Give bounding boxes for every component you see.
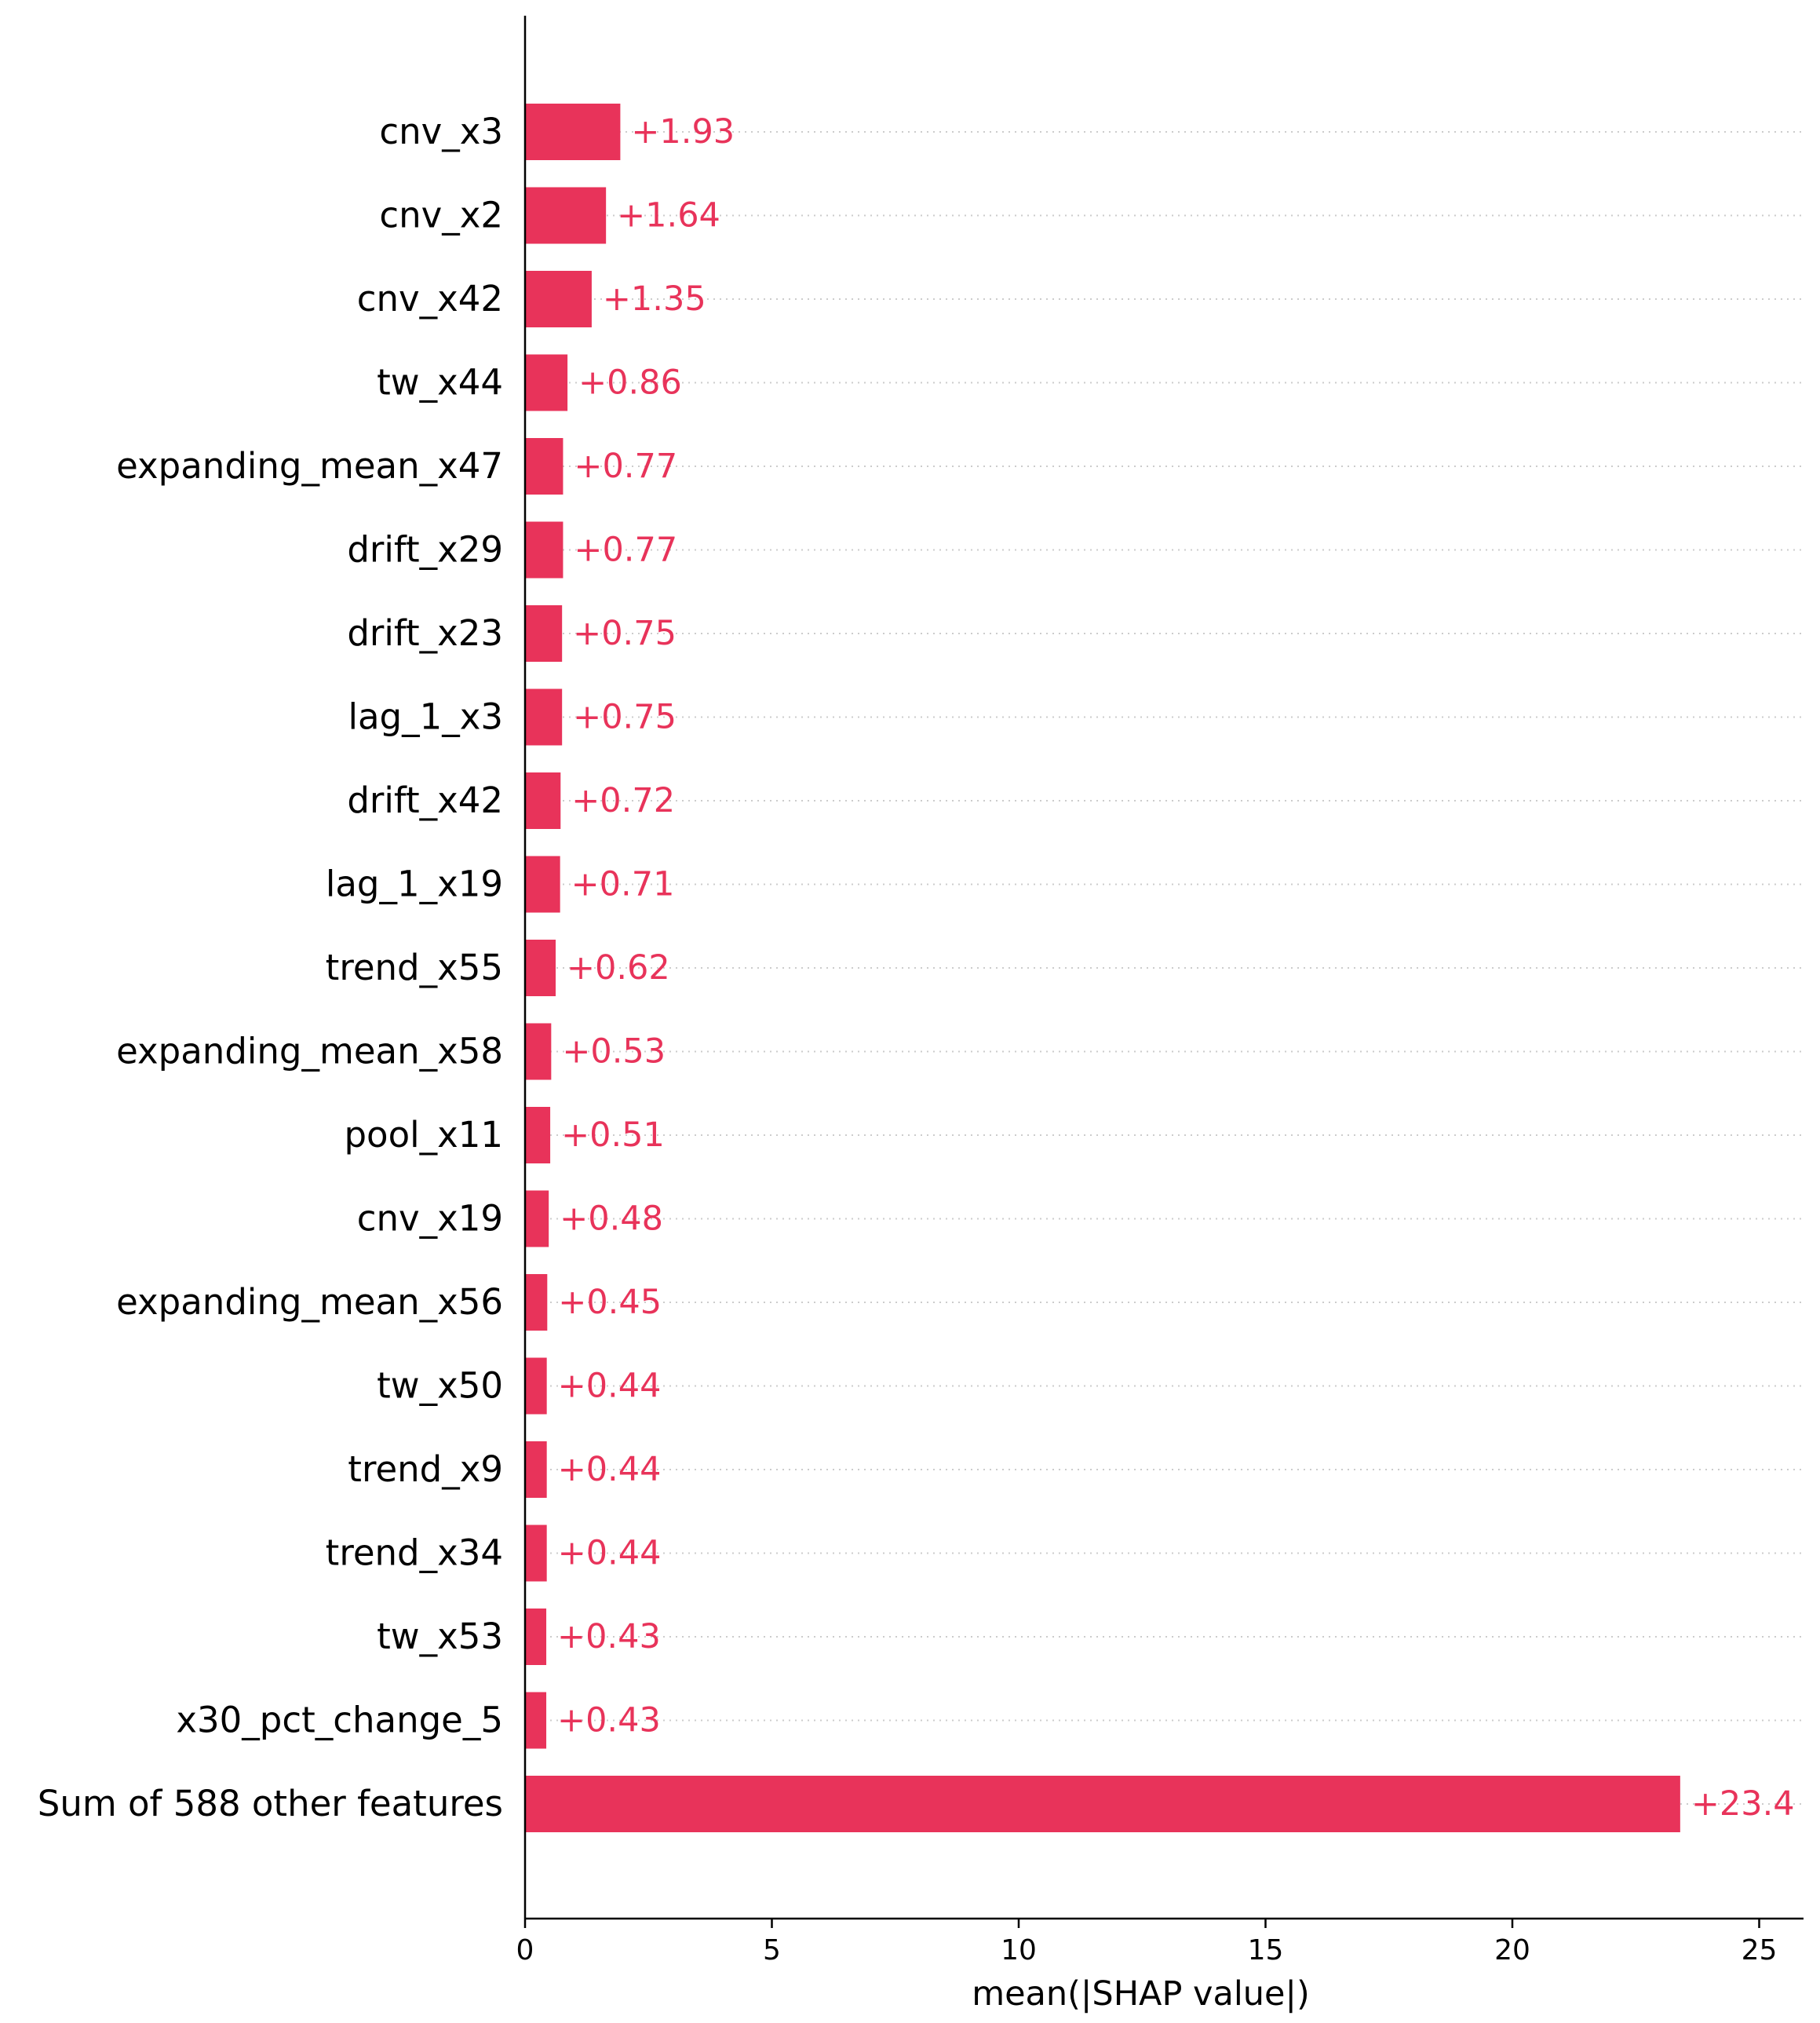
category-label: trend_x9 [348, 1448, 503, 1490]
value-labels: +1.93 +1.64 +1.35 +0.86 +0.77 +0.77 +0.75 +0.75… [557, 112, 1795, 1824]
bar [525, 1107, 551, 1163]
value-label: +0.44 [558, 1450, 662, 1489]
bar [525, 104, 621, 160]
bar [525, 688, 563, 746]
bar [525, 1190, 549, 1247]
value-label: +1.64 [617, 196, 720, 236]
category-label: cnv_x19 [357, 1198, 503, 1240]
bar [525, 605, 563, 662]
bar [525, 856, 560, 913]
bar [525, 1776, 1680, 1832]
x-axis-title: mean(|SHAP value|) [972, 1974, 1310, 2014]
value-label: +0.75 [573, 698, 677, 737]
value-label: +0.48 [560, 1200, 663, 1239]
value-label: +0.62 [567, 948, 670, 988]
category-label: cnv_x2 [379, 195, 503, 236]
bar [525, 187, 607, 244]
bar [525, 1023, 552, 1080]
category-label: drift_x42 [347, 780, 503, 821]
bar [525, 1441, 547, 1498]
category-label: tw_x53 [377, 1616, 503, 1657]
category-label: x30_pct_change_5 [176, 1700, 503, 1741]
bar [525, 772, 561, 829]
value-label: +0.77 [574, 531, 677, 570]
value-label: +0.72 [571, 781, 675, 820]
category-label: pool_x11 [344, 1114, 503, 1156]
category-label: drift_x29 [347, 529, 503, 571]
category-label: lag_1_x19 [326, 864, 503, 905]
category-label: expanding_mean_x47 [116, 445, 503, 487]
value-label: +0.43 [557, 1617, 661, 1656]
category-label: lag_1_x3 [348, 696, 503, 738]
bar [525, 1609, 547, 1665]
category-label: expanding_mean_x56 [116, 1281, 503, 1323]
bar [525, 1692, 547, 1749]
category-label: trend_x55 [326, 947, 503, 988]
value-label: +1.93 [631, 112, 735, 152]
category-label: cnv_x42 [357, 278, 503, 320]
x-tick-label: 5 [763, 1934, 781, 1966]
value-label: +0.43 [557, 1701, 661, 1740]
bar [525, 521, 564, 579]
category-label: trend_x34 [326, 1532, 503, 1574]
x-tick-label: 0 [516, 1934, 534, 1966]
bars [525, 104, 1680, 1832]
value-label: +0.77 [574, 447, 677, 486]
grid-lines [525, 131, 1804, 1805]
value-label: +1.35 [603, 279, 706, 319]
category-label: cnv_x3 [379, 111, 503, 152]
bar [525, 354, 568, 411]
category-label: expanding_mean_x58 [116, 1031, 503, 1072]
category-label: drift_x23 [347, 612, 503, 654]
x-tick-label: 10 [1001, 1934, 1037, 1966]
value-label: +0.75 [573, 614, 677, 653]
category-label: Sum of 588 other features [38, 1783, 503, 1824]
value-label: +0.45 [558, 1283, 662, 1322]
value-label: +0.86 [578, 363, 682, 403]
bar [525, 1525, 547, 1582]
category-label: tw_x50 [377, 1365, 503, 1407]
value-label: +0.51 [561, 1116, 665, 1155]
value-label: +0.44 [558, 1534, 662, 1573]
category-label: tw_x44 [377, 362, 503, 404]
x-tick-label: 20 [1494, 1934, 1530, 1966]
value-label: +0.44 [558, 1367, 662, 1406]
value-label: +0.71 [571, 865, 675, 904]
x-tick-label: 25 [1742, 1934, 1778, 1966]
bar [525, 438, 564, 495]
bar [525, 1357, 547, 1415]
x-tick-label: 15 [1248, 1934, 1284, 1966]
value-label: +0.53 [562, 1032, 666, 1072]
bar [525, 940, 556, 996]
bar [525, 1274, 548, 1331]
category-labels: cnv_x3 cnv_x2 cnv_x42 tw_x44 expanding_mean_… [38, 111, 503, 1824]
bar [525, 271, 592, 327]
value-label: +23.4 [1691, 1784, 1795, 1824]
axes: 0 5 10 15 20 25 [516, 16, 1804, 1966]
